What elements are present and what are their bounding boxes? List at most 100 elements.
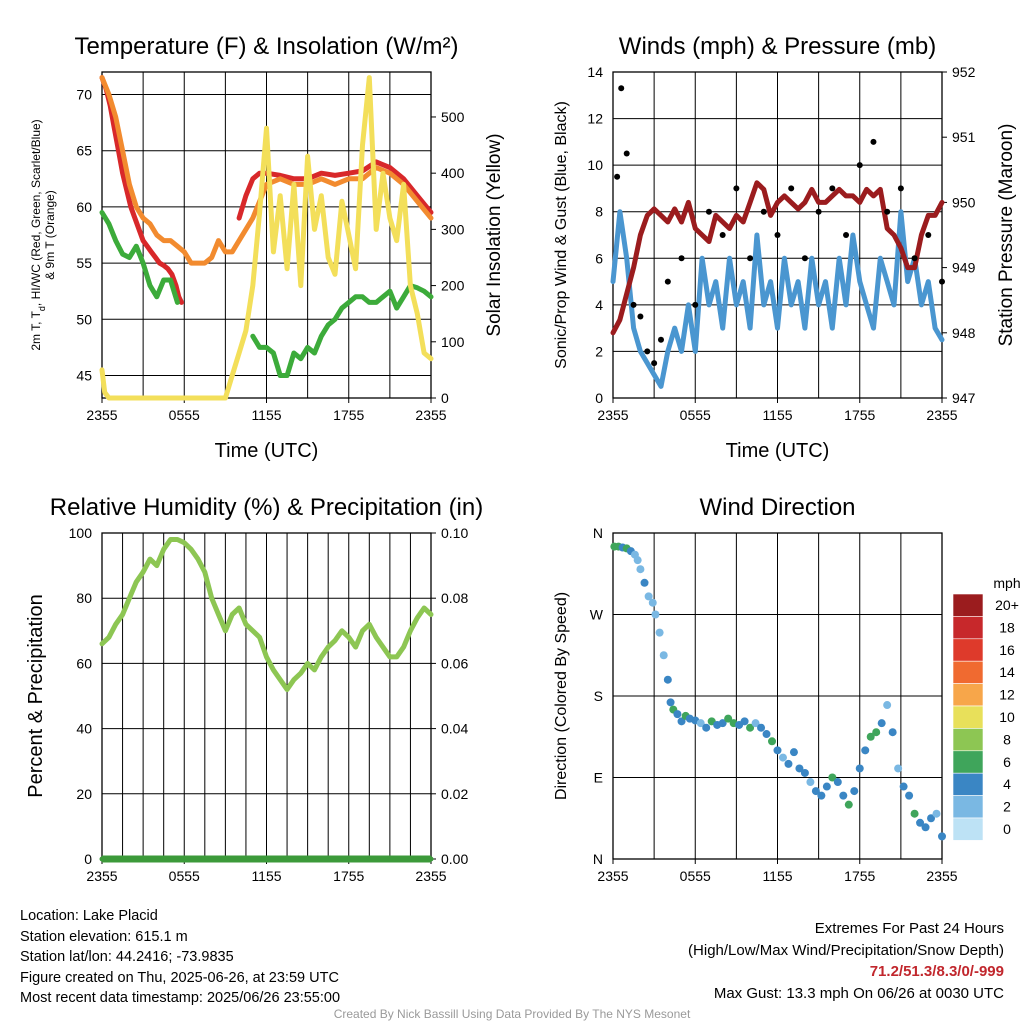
y-tick-label: 20 [76,786,92,802]
direction-point [740,717,749,726]
y2-tick-label: 0.08 [441,590,468,606]
direction-point [817,791,826,800]
max-gust: Max Gust: 13.3 mph On 06/26 at 0030 UTC [713,984,1004,1002]
direction-point [784,759,793,768]
legend-label: 18 [999,619,1015,635]
chart-title: Wind Direction [699,494,855,521]
direction-point [778,753,787,762]
direction-point [888,728,897,737]
y2-tick-label: 200 [441,278,465,294]
gust-point [678,255,685,262]
legend-label: 2 [1003,799,1011,815]
y-tick-label: S [594,688,603,704]
y-axis-label-line2: & 9m T (Orange) [43,190,57,280]
legend-swatch [952,772,984,796]
chart-title: Winds (mph) & Pressure (mb) [619,33,936,60]
direction-point [855,764,864,773]
y2-tick-label: 0.04 [441,721,468,737]
legend-label: 12 [999,687,1015,703]
direction-point [921,823,930,832]
legend-label: 10 [999,709,1015,725]
legend-label: 0 [1003,821,1011,837]
y2-tick-label: 300 [441,221,465,237]
direction-point [905,791,914,800]
direction-point [757,723,766,732]
gust-point [829,185,836,192]
legend-swatch [952,593,984,617]
direction-point [651,610,660,619]
direction-point [800,768,809,777]
y2-tick-label: 952 [952,64,976,80]
y2-tick-label: 500 [441,109,465,125]
gust-point [651,360,658,367]
y-label-subscript: d [37,306,47,311]
legend-swatch [952,660,984,684]
gust-point [815,208,822,215]
direction-point [866,732,875,741]
x-tick-label: 1155 [251,407,281,423]
series-line-3 [99,210,180,305]
legend-swatch [952,795,984,819]
gust-point [618,85,625,92]
y-tick-label: 4 [595,297,603,313]
y2-tick-label: 949 [952,260,976,276]
y-axis-label: Direction (Colored By Speed) [553,592,570,800]
gust-point [644,348,651,355]
y2-tick-label: 947 [952,390,976,406]
y-tick-label: 12 [587,111,603,127]
y-tick-label: 0 [595,390,603,406]
series-line-1 [236,159,434,221]
series-line-0 [610,209,945,389]
y-label-part: 2m T, T [29,310,43,350]
y-tick-label: 65 [76,143,92,159]
x-tick-label: 1755 [844,407,875,423]
direction-point [659,651,668,660]
y2-tick-label: 951 [952,129,976,145]
x-tick-label: 1155 [762,868,792,884]
extremes-panel: Extremes For Past 24 Hours (High/Low/Max… [688,918,1004,1004]
gust-point [843,232,850,238]
y-tick-label: 60 [76,199,92,215]
y-tick-label: W [590,607,604,623]
gust-point [774,232,781,238]
gust-point [856,162,863,169]
gust-point [939,278,945,285]
gust-point [705,208,712,215]
gust-point [925,232,932,238]
legend-swatch [952,705,984,729]
direction-point [938,832,946,841]
x-tick-label: 0555 [169,868,200,884]
gust-point [747,255,754,262]
y-label-part: , HI/WC (Red, Green, Scarlet/Blue) [29,119,43,306]
y-tick-label: 40 [76,721,92,737]
legend-label: 20+ [995,597,1019,613]
y-tick-label: 60 [76,655,92,671]
legend-label: 16 [999,642,1015,658]
legend-swatch [952,638,984,662]
x-tick-label: 0555 [680,407,711,423]
direction-point [666,698,675,707]
gust-point [657,336,664,343]
y-tick-label: 10 [587,157,603,173]
direction-point [927,814,936,823]
direction-point [702,723,711,732]
direction-point [724,714,733,723]
y-tick-label: 70 [76,86,92,102]
recent-timestamp: Most recent data timestamp: 2025/06/26 2… [20,990,341,1006]
legend-swatch [952,817,984,841]
legend-label: 6 [1003,754,1011,770]
series-line-0 [99,75,184,305]
legend-label: 4 [1003,776,1011,792]
gust-point [884,208,891,215]
direction-point [899,782,908,791]
legend-label: 8 [1003,731,1011,747]
x-tick-label: 2355 [597,868,628,884]
extremes-values: 71.2/51.3/8.3/0/-999 [869,963,1004,980]
y2-tick-label: 948 [952,325,976,341]
legend-swatch [952,728,984,752]
series-line-5 [99,75,434,401]
y-axis-label: Sonic/Prop Wind & Gust (Blue, Black) [553,101,570,369]
direction-point [768,737,777,746]
gust-point [692,301,699,308]
x-tick-label: 2355 [597,407,628,423]
